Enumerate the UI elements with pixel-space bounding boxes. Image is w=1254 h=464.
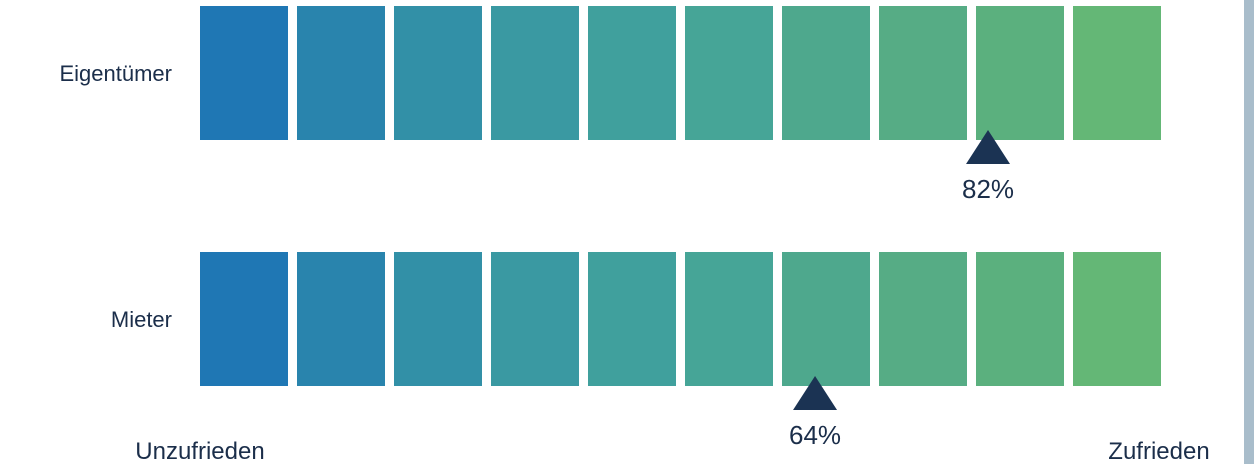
scale-max-label: Zufrieden: [1108, 438, 1209, 464]
scale-segment: [200, 252, 288, 386]
scale-segment: [782, 6, 870, 140]
scrollbar[interactable]: [1244, 0, 1254, 464]
scale-segment: [685, 6, 773, 140]
row-label: Eigentümer: [59, 61, 172, 86]
scale-segment: [491, 252, 579, 386]
value-label: 64%: [789, 420, 841, 450]
rating-row: Eigentümer 82%: [59, 6, 1161, 204]
scale-segment: [1073, 6, 1161, 140]
value-marker: [966, 130, 1011, 164]
rating-rows: Eigentümer 82% Mieter 64%: [59, 6, 1161, 450]
scale-segment: [588, 6, 676, 140]
scale-segment: [782, 252, 870, 386]
row-label: Mieter: [111, 307, 172, 332]
scale-segment: [394, 252, 482, 386]
scale-segment: [976, 6, 1064, 140]
scale-segment: [297, 6, 385, 140]
scale-segment: [200, 6, 288, 140]
scale-segment: [297, 252, 385, 386]
scale-min-label: Unzufrieden: [135, 438, 264, 464]
scale-segment: [879, 6, 967, 140]
rating-row: Mieter 64%: [111, 252, 1161, 450]
scale-segment: [976, 252, 1064, 386]
scale-segment: [491, 6, 579, 140]
scale-segment: [588, 252, 676, 386]
scale-segment: [1073, 252, 1161, 386]
scale-segment: [685, 252, 773, 386]
scale-segment: [879, 252, 967, 386]
value-label: 82%: [962, 174, 1014, 204]
scale-segment: [394, 6, 482, 140]
value-marker: [793, 376, 838, 410]
